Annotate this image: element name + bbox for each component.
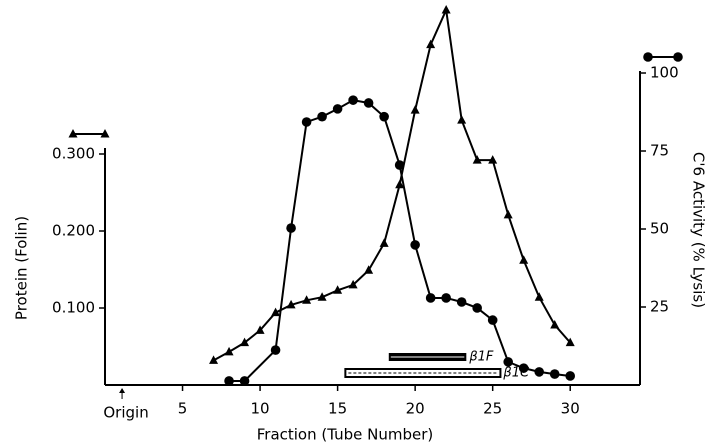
triangle-marker xyxy=(240,337,250,347)
triangle-marker xyxy=(100,129,110,138)
triangle-marker xyxy=(503,209,513,219)
circle-marker xyxy=(425,293,436,303)
circle-marker xyxy=(363,98,374,108)
circle-marker xyxy=(332,104,343,114)
triangle-marker xyxy=(488,155,498,164)
triangle-marker xyxy=(286,299,296,309)
series-line xyxy=(229,99,571,382)
triangle-marker xyxy=(348,279,358,289)
x-axis-title: Fraction (Tube Number) xyxy=(257,426,434,444)
circle-marker xyxy=(286,223,296,233)
x-tick-label: 15 xyxy=(328,400,347,418)
triangle-marker xyxy=(302,295,312,304)
triangle-marker xyxy=(364,265,374,274)
y2-tick-label: 75 xyxy=(650,142,669,160)
y-tick-label: 0.100 xyxy=(52,299,95,317)
triangle-marker xyxy=(379,238,389,247)
triangle-marker xyxy=(457,115,467,124)
x-tick-label: 20 xyxy=(406,400,425,418)
origin-label: Origin xyxy=(103,404,148,422)
triangle-marker xyxy=(271,307,281,317)
y2-tick-label: 50 xyxy=(650,220,669,238)
y2-tick-label: 25 xyxy=(650,298,669,316)
triangle-marker xyxy=(441,5,451,14)
triangle-marker xyxy=(209,355,219,364)
triangle-marker xyxy=(255,325,265,334)
triangle-marker xyxy=(224,346,234,356)
circle-marker xyxy=(224,376,234,386)
circle-marker xyxy=(270,345,281,355)
x-tick-label: 25 xyxy=(483,400,502,418)
y2-axis-title: C'6 Activity (% Lysis) xyxy=(690,152,706,308)
circle-marker xyxy=(549,369,560,379)
y-tick-label: 0.200 xyxy=(52,222,95,240)
circle-marker xyxy=(441,293,451,303)
circle-marker xyxy=(348,95,358,105)
triangle-marker xyxy=(565,337,575,347)
circle-marker xyxy=(673,52,683,62)
y-axis-title: Protein (Folin) xyxy=(13,216,31,320)
y2-tick-label: 100 xyxy=(650,64,679,82)
triangle-marker xyxy=(534,292,544,301)
x-tick-label: 30 xyxy=(561,400,580,418)
band-label: β1C xyxy=(502,366,530,381)
circle-marker xyxy=(410,240,420,250)
series-line xyxy=(213,6,571,362)
triangle-marker xyxy=(68,129,78,138)
triangle-marker xyxy=(426,39,436,49)
circle-marker xyxy=(503,357,513,367)
origin-arrowhead xyxy=(119,388,126,393)
circle-marker xyxy=(379,111,389,122)
band-label: β1F xyxy=(468,350,494,365)
y-tick-label: 0.300 xyxy=(52,145,95,163)
circle-marker xyxy=(534,367,545,377)
circle-marker xyxy=(456,297,467,307)
triangle-marker xyxy=(317,292,327,301)
x-tick-label: 10 xyxy=(251,400,270,418)
triangle-marker xyxy=(519,255,529,264)
circle-marker xyxy=(394,160,405,170)
triangle-marker xyxy=(410,105,420,114)
circle-marker xyxy=(239,376,250,386)
circle-marker xyxy=(472,303,482,313)
circle-marker xyxy=(317,111,327,122)
triangle-marker xyxy=(333,285,343,294)
circle-marker xyxy=(301,117,312,127)
circle-marker xyxy=(643,52,653,62)
band xyxy=(344,368,502,378)
circle-marker xyxy=(487,315,498,325)
circle-marker xyxy=(518,363,529,373)
triangle-marker xyxy=(550,319,560,329)
triangle-marker xyxy=(395,179,405,189)
x-tick-label: 5 xyxy=(178,400,188,418)
circle-marker xyxy=(565,371,576,381)
triangle-marker xyxy=(472,155,482,164)
